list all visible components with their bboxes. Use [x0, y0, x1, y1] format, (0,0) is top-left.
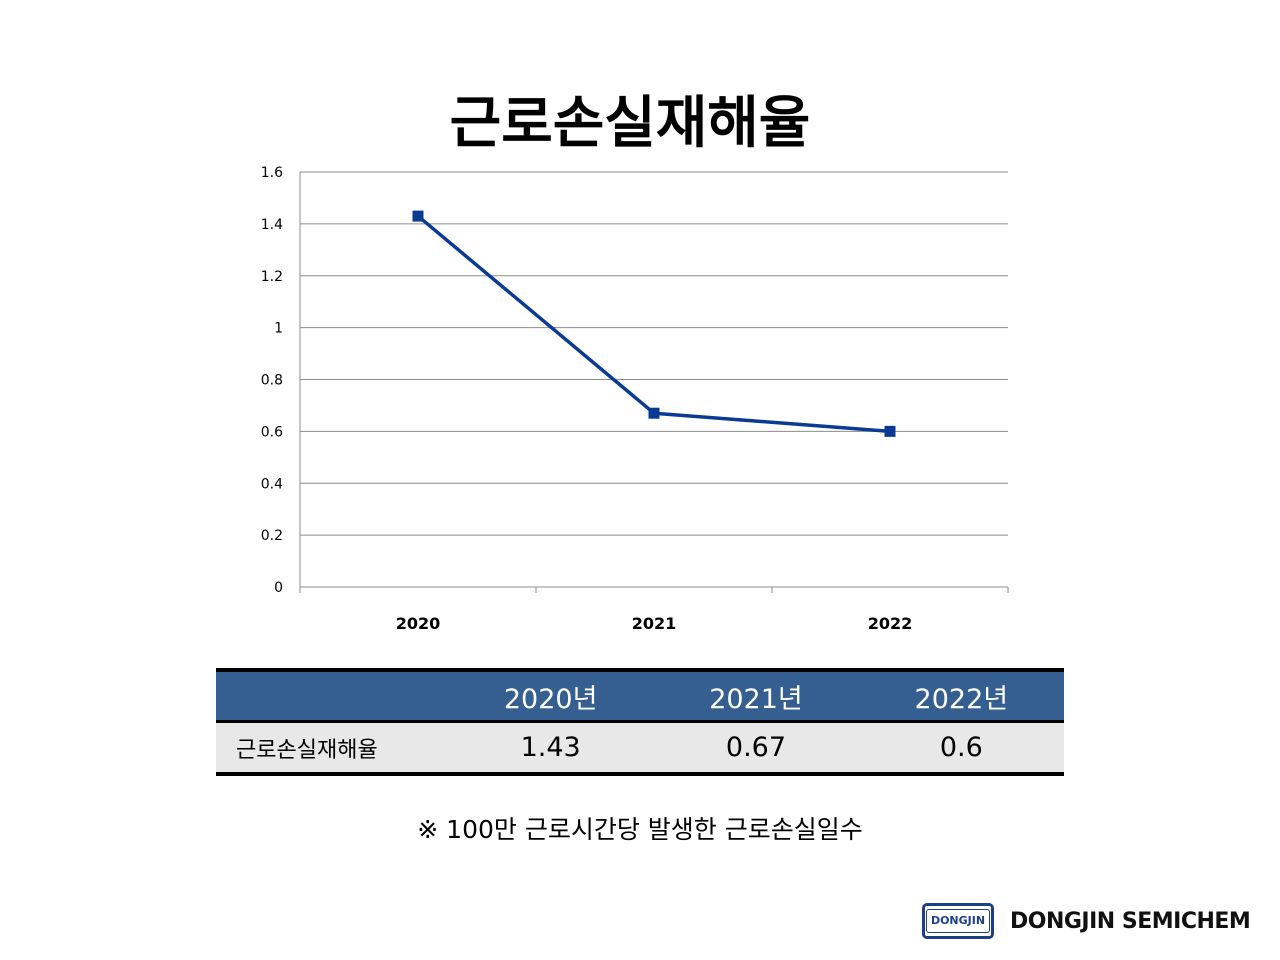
y-tick-label: 0.8 [261, 373, 283, 389]
footnote: ※ 100만 근로시간당 발생한 근로손실일수 [417, 815, 863, 844]
y-tick-label: 0.6 [261, 424, 283, 440]
y-tick-label: 0.2 [261, 528, 283, 544]
table-row-label: 근로손실재해율 [216, 721, 448, 776]
y-tick-label: 1.6 [261, 165, 283, 181]
table-row: 근로손실재해율 1.43 0.67 0.6 [216, 721, 1064, 776]
y-tick-label: 1.2 [261, 269, 283, 285]
table-cell: 1.43 [448, 721, 654, 776]
y-tick-label: 0.4 [261, 476, 283, 492]
series-line [416, 214, 891, 434]
brand-name: DONGJIN SEMICHEM [1010, 908, 1251, 934]
table-cell: 0.6 [858, 721, 1064, 776]
x-tick-label: 2020 [396, 614, 441, 633]
data-table: 2020년 2021년 2022년 근로손실재해율 1.43 0.67 0.6 [216, 668, 1064, 776]
data-point [648, 407, 660, 419]
line-chart: 0 0.2 0.4 0.6 0.8 1 1.2 1.4 1.6 2020 2021 2022 [261, 165, 1009, 633]
table-cell: 0.67 [653, 721, 859, 776]
table-header-cell: 2022년 [858, 668, 1064, 723]
data-point [412, 210, 424, 222]
y-tick-label: 1 [274, 321, 283, 337]
brand-badge-text: DONGJIN [926, 909, 990, 933]
y-tick-label: 1.4 [261, 217, 283, 233]
data-point [884, 425, 896, 437]
table-header-cell: 2020년 [448, 668, 654, 723]
page-title: 근로손실재해율 [449, 91, 811, 156]
x-tick-label: 2021 [632, 614, 677, 633]
brand-badge-icon: DONGJIN [922, 903, 994, 939]
brand-logo: DONGJIN DONGJIN SEMICHEM [922, 900, 1251, 942]
table-header-row: 2020년 2021년 2022년 [216, 668, 1064, 723]
table-header-cell [216, 668, 448, 723]
table-header-cell: 2021년 [653, 668, 859, 723]
y-tick-label: 0 [274, 580, 283, 596]
x-tick-label: 2022 [868, 614, 913, 633]
